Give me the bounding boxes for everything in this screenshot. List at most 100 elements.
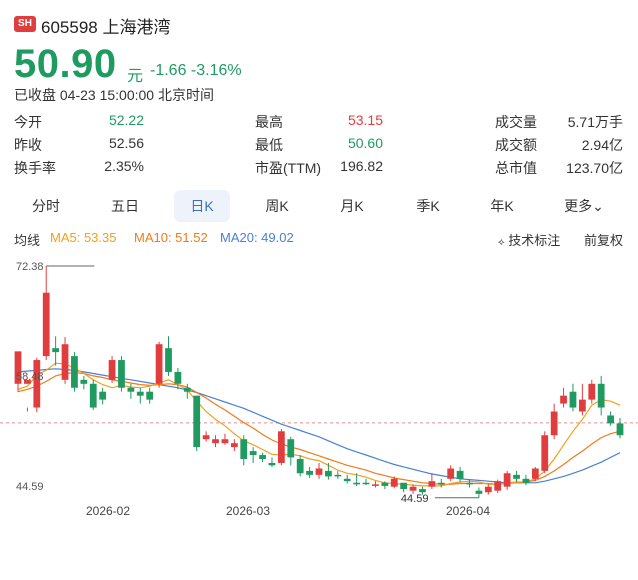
- candle-body: [513, 474, 520, 479]
- candle-body: [89, 383, 97, 408]
- candle-body: [174, 371, 182, 384]
- quote-label: 成交量: [495, 114, 537, 130]
- stock-code-name: 605598 上海港湾: [41, 18, 171, 37]
- candle-body: [230, 443, 238, 448]
- market-badge: SH: [14, 16, 36, 32]
- candle-body: [466, 482, 473, 485]
- candle-body: [212, 439, 219, 444]
- candle-body: [183, 387, 191, 392]
- tab-7[interactable]: 更多⌄: [564, 198, 604, 214]
- tech-annotation-button[interactable]: ⟡ 技术标注: [498, 233, 561, 248]
- ma20-label: MA20: 49.02: [220, 230, 294, 245]
- candle-body: [99, 391, 107, 400]
- quote-label: 昨收: [14, 137, 42, 153]
- candle-body: [343, 478, 351, 482]
- candle-body: [607, 415, 614, 424]
- change-percent: -3.16%: [190, 62, 242, 79]
- x-tick-label: 2026-02: [86, 504, 130, 518]
- candle-body: [33, 360, 41, 408]
- quote-value: 123.70亿: [566, 160, 623, 176]
- tech-annotation-icon: ⟡: [498, 237, 505, 248]
- candle-body: [437, 482, 445, 485]
- candle-body: [240, 439, 248, 460]
- quote-value: 196.82: [340, 158, 383, 174]
- candle-body: [127, 387, 135, 392]
- candle-body: [108, 360, 116, 380]
- x-tick-label: 2026-04: [446, 504, 490, 518]
- quote-label: 成交额: [495, 137, 537, 153]
- price-change: -1.66 -3.16%: [150, 62, 242, 80]
- candle-body: [155, 344, 163, 384]
- candle-body: [400, 482, 408, 490]
- candle-body: [456, 470, 464, 479]
- candle-body: [550, 411, 558, 436]
- quote-label: 今开: [14, 114, 42, 130]
- candle-body: [588, 383, 596, 400]
- ma5-label: MA5: 53.35: [50, 230, 117, 245]
- candle-body: [146, 391, 154, 400]
- candle-body: [202, 435, 210, 440]
- candle-body: [52, 348, 60, 353]
- kline-chart[interactable]: 44.59 72.38 58.48 44.59 2026-02 2026-03 2026-0…: [0, 250, 638, 530]
- tab-3[interactable]: 周K: [265, 198, 289, 214]
- tab-4[interactable]: 月K: [340, 198, 364, 214]
- candle-body: [475, 490, 483, 494]
- candle-body: [578, 399, 586, 412]
- x-tick-label: 2026-03: [226, 504, 270, 518]
- quote-value: 53.15: [347, 112, 383, 128]
- candle-body: [531, 468, 539, 479]
- quote-value: 2.94亿: [581, 137, 623, 153]
- candle-body: [165, 348, 172, 372]
- candle-body: [372, 484, 379, 486]
- quote-value: 2.35%: [104, 158, 144, 174]
- adjust-button[interactable]: 前复权: [584, 233, 624, 248]
- tab-0[interactable]: 分时: [32, 198, 60, 214]
- candle-body: [315, 468, 323, 475]
- candle-body: [541, 435, 549, 471]
- candle-body: [277, 431, 285, 463]
- min-marker-label: 44.59: [401, 493, 429, 505]
- candle-body: [334, 474, 342, 477]
- candle-body: [353, 482, 361, 485]
- trading-status: 已收盘 04-23 15:00:00 北京时间: [14, 87, 214, 103]
- candle-body: [325, 470, 332, 477]
- candle-body: [221, 439, 229, 444]
- candle-body: [381, 482, 389, 486]
- candle-body: [484, 486, 492, 493]
- candle-body: [569, 391, 577, 408]
- candle-body: [409, 486, 417, 491]
- candle-body: [71, 356, 78, 388]
- candle-body: [428, 481, 436, 487]
- quote-value: 50.60: [347, 135, 383, 151]
- tab-5[interactable]: 季K: [416, 198, 440, 214]
- candle-body: [24, 379, 31, 384]
- candle-body: [597, 383, 605, 408]
- candle-body: [390, 478, 398, 487]
- candle-body: [193, 395, 201, 448]
- current-price: 50.90: [14, 42, 117, 86]
- tab-2[interactable]: 日K: [174, 190, 230, 222]
- candle-body: [362, 482, 370, 485]
- y-tick-label: 72.38: [16, 261, 44, 273]
- tab-1[interactable]: 五日: [111, 198, 139, 214]
- candle-body: [522, 478, 530, 483]
- candle-body: [268, 462, 276, 466]
- candle-body: [296, 459, 304, 474]
- ma10-label: MA10: 51.52: [134, 230, 208, 245]
- period-tabs: 分时 五日 日K 周K 月K 季K 年K 更多⌄: [0, 190, 638, 224]
- quote-value: 52.56: [108, 135, 144, 151]
- y-tick-label: 58.48: [16, 371, 44, 383]
- candle-body: [259, 455, 266, 460]
- tab-6[interactable]: 年K: [490, 198, 514, 214]
- quote-label: 最低: [255, 137, 283, 153]
- quote-label: 总市值: [495, 160, 537, 176]
- candle-body: [14, 351, 22, 384]
- candle-body: [287, 439, 295, 458]
- candle-body: [136, 391, 144, 396]
- change-amount: -1.66: [150, 62, 187, 79]
- candle-body: [80, 379, 88, 384]
- candle-body: [503, 473, 511, 487]
- candle-body: [61, 344, 69, 380]
- candle-body: [494, 481, 502, 491]
- ma-title: 均线: [14, 233, 41, 248]
